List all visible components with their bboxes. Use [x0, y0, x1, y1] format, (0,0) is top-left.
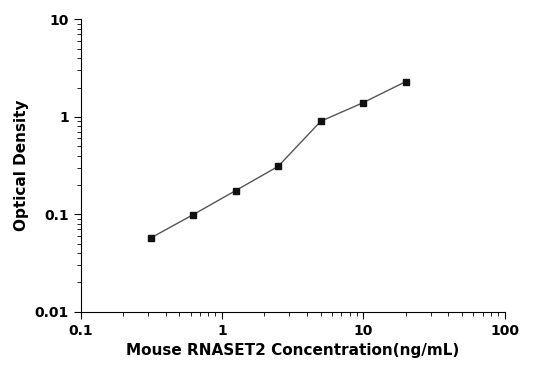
X-axis label: Mouse RNASET2 Concentration(ng/mL): Mouse RNASET2 Concentration(ng/mL)	[126, 343, 459, 358]
Y-axis label: Optical Density: Optical Density	[14, 100, 29, 231]
